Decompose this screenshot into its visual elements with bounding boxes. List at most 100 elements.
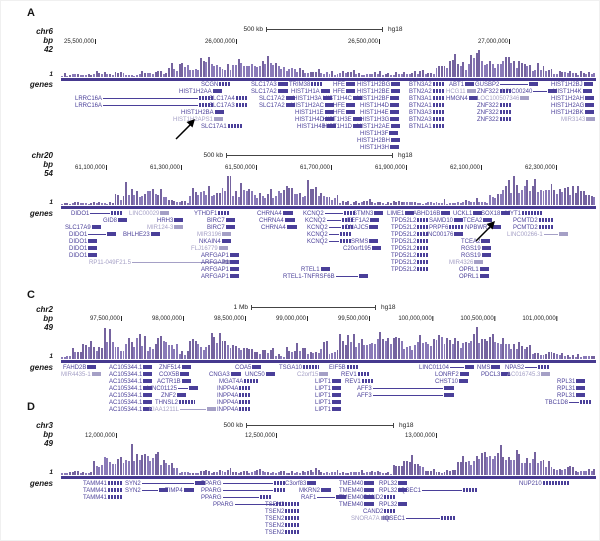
gene-label: EIF5B (329, 365, 359, 371)
gene-name: HIST1H2AC (291, 103, 325, 109)
gene-label: TPD52L2 (391, 267, 430, 273)
signal-bar (87, 73, 90, 77)
signal-bar (539, 354, 542, 359)
signal-bar (181, 472, 184, 475)
gene-exon-glyph (346, 82, 355, 87)
signal-bar (328, 472, 331, 475)
signal-bar (309, 189, 312, 205)
signal-bar (106, 342, 109, 359)
gene-name: AC105344.1 (109, 365, 143, 371)
signal-bar (419, 335, 422, 359)
signal-bar (130, 74, 133, 77)
tick-mark (481, 165, 483, 170)
gene-label: RP11-049F21.5 (89, 260, 232, 266)
gene-name: RPL32 (379, 481, 398, 487)
signal-bar (435, 340, 438, 359)
signal-bar (566, 467, 569, 475)
signal-bar (344, 472, 347, 475)
gene-name: DIDO1 (69, 246, 88, 252)
gene-label: BTN2A3 (409, 117, 445, 123)
gene-label: RPL31 (557, 386, 586, 392)
gene-name: HIST1H3A (293, 96, 322, 102)
gene-label: MIR4435-1 (61, 372, 101, 378)
gene-label: CHRNA4 (257, 211, 293, 217)
gene-exon-glyph (432, 124, 445, 129)
gene-exon-glyph (239, 393, 252, 398)
tick-mark (556, 316, 558, 321)
signal-bar (550, 69, 553, 77)
signal-bar (497, 452, 499, 475)
signal-bar (526, 457, 529, 475)
gene-label: HIST1H2BF (357, 96, 400, 102)
gene-label: C3orf83 (285, 481, 317, 487)
signal-bar (424, 74, 427, 77)
signal-bar (323, 195, 326, 205)
gene-label: MGAT4A (219, 379, 259, 385)
signal-bar (365, 74, 368, 77)
gene-label: UCKL1 (453, 211, 483, 217)
signal-bar (74, 470, 77, 475)
gene-exon-glyph (174, 218, 184, 223)
signal-bar (357, 472, 360, 475)
signal-bar (435, 471, 438, 475)
signal-bar (427, 344, 430, 359)
signal-bar (387, 338, 390, 359)
gene-exon-glyph (370, 218, 380, 223)
signal-bar (534, 452, 537, 475)
panel-letter: C (27, 289, 35, 301)
signal-bar (138, 74, 141, 77)
gene-label: IQSEC1 (399, 488, 478, 494)
gene-name: HFE (333, 110, 345, 116)
signal-bar (537, 192, 540, 205)
signal-bar (168, 68, 170, 77)
genes-track-label: genes (29, 80, 53, 89)
gene-label: AC105344.1 (109, 386, 153, 392)
signal-bar (170, 200, 173, 205)
gene-label: STMN3 (353, 211, 384, 217)
signal-bar (430, 346, 433, 359)
gene-intron-line (103, 97, 199, 99)
gene-label: CHRNA4 (259, 218, 295, 224)
coordinate-tick: 61,100,000 (74, 165, 108, 171)
signal-bar (216, 192, 219, 205)
gene-name: PDCL3 (481, 372, 501, 378)
signal-min-label: 1 (49, 199, 53, 206)
gene-label: AC105344.1 (109, 400, 153, 406)
gene-exon-glyph (311, 82, 324, 87)
signal-bar (489, 60, 491, 77)
signal-bar (85, 203, 88, 205)
coordinate-tick: 13,000,000 (404, 433, 438, 439)
gene-exon-glyph (343, 211, 356, 216)
gene-name: DIDO1 (69, 253, 88, 259)
gene-name: DIDO1 (71, 211, 90, 217)
gene-name: HIST1H3E (323, 117, 352, 123)
gene-exon-glyph (244, 379, 259, 384)
gene-label: ARFGAP1 (201, 267, 240, 273)
signal-bar (515, 68, 518, 77)
gene-label: HIST1H3F (360, 131, 399, 137)
signal-bar (515, 349, 518, 359)
gene-label: HFE (333, 89, 355, 95)
tick-mark (183, 316, 185, 321)
gene-exon-glyph (432, 89, 445, 94)
signal-bar (135, 74, 138, 77)
signal-bar (422, 203, 425, 205)
signal-bar (513, 176, 516, 205)
signal-bar (569, 466, 572, 475)
gene-label: INPP4A (217, 393, 252, 399)
signal-bar (323, 341, 326, 359)
signal-bar (545, 466, 548, 475)
signal-bar (74, 202, 77, 205)
signal-bar (593, 355, 596, 359)
signal-bar (478, 342, 481, 359)
gene-label: HIST1H1A (291, 89, 330, 95)
signal-bar (176, 467, 178, 475)
signal-bar (480, 453, 483, 475)
signal-bar (566, 73, 569, 77)
signal-bar (590, 470, 593, 475)
signal-bar (462, 202, 465, 205)
signal-bar (272, 197, 275, 205)
signal-bar (414, 70, 417, 77)
gene-label: ARFGAP1 (201, 274, 240, 280)
signal-bar (288, 350, 291, 359)
